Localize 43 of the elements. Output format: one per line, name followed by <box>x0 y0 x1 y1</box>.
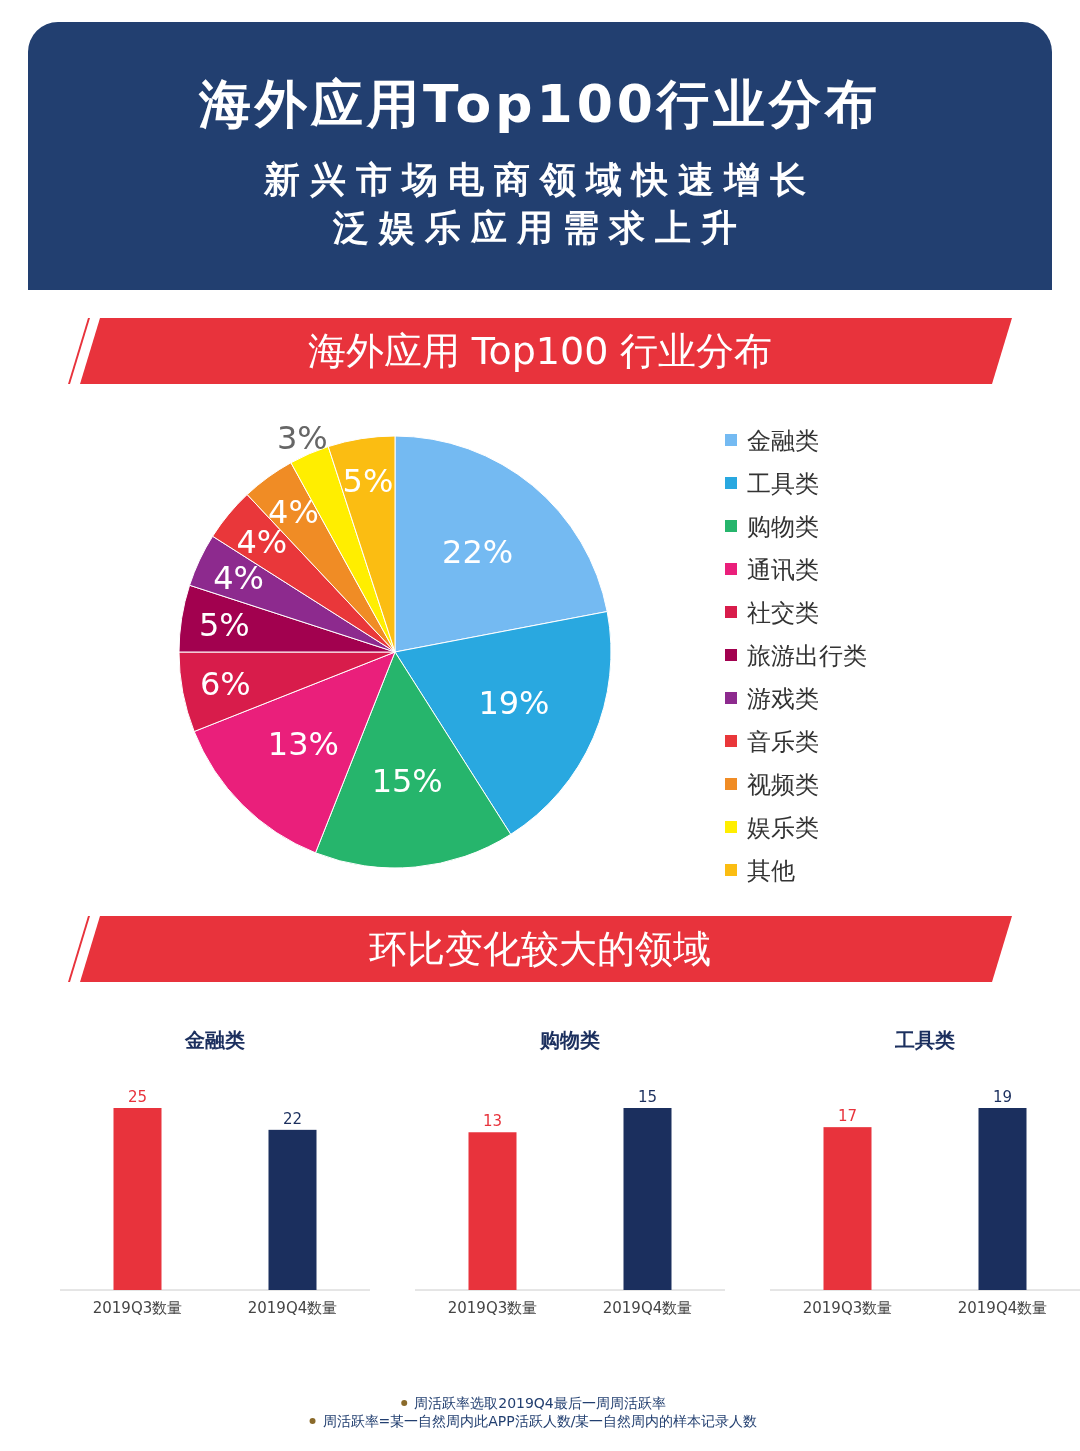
legend-label: 其他 <box>747 857 795 885</box>
data-label: 13 <box>482 1112 503 1131</box>
chart-title: 海外应用 Top100 行业分布 <box>307 329 773 373</box>
data-label: 19% <box>478 684 550 723</box>
legend-label: 金融类 <box>747 427 819 455</box>
data-label: 19 <box>992 1088 1013 1106</box>
x-tick-label: 2019Q4数量 <box>247 1299 338 1317</box>
data-label: 5% <box>198 605 250 644</box>
data-label: 15% <box>371 762 443 801</box>
x-tick-label: 2019Q4数量 <box>602 1299 693 1317</box>
data-label: 25 <box>127 1088 148 1106</box>
legend-label: 社交类 <box>747 599 819 627</box>
chart-title: 购物类 <box>539 1028 600 1052</box>
text: 环比变化较大的领域 <box>369 927 711 971</box>
data-label: 17 <box>837 1107 858 1126</box>
data-label: 15 <box>637 1088 658 1106</box>
data-label: 13% <box>267 724 339 763</box>
data-label: 22 <box>282 1109 303 1128</box>
chart-title: 工具类 <box>894 1028 955 1052</box>
x-tick-label: 2019Q4数量 <box>957 1299 1048 1317</box>
text: 新兴市场电商领域快速增长 <box>263 159 816 200</box>
text: 周活跃率选取2019Q4最后一周周活跃率 <box>414 1395 666 1411</box>
data-label: 4% <box>236 522 288 561</box>
data-label: 22% <box>442 533 514 572</box>
legend-label: 视频类 <box>747 771 819 799</box>
legend-label: 音乐类 <box>747 728 819 756</box>
legend-label: 游戏类 <box>747 685 819 713</box>
legend-label: 通讯类 <box>747 556 819 584</box>
legend-label: 工具类 <box>747 470 819 498</box>
text: 泛娱乐应用需求上升 <box>332 207 747 248</box>
data-label: 4% <box>213 559 265 598</box>
x-tick-label: 2019Q3数量 <box>92 1299 183 1317</box>
x-tick-label: 2019Q3数量 <box>802 1299 893 1317</box>
text: 周活跃率=某一自然周内此APP活跃人数/某一自然周内的样本记录人数 <box>322 1413 758 1429</box>
text: 海外应用Top100行业分布 <box>197 74 882 134</box>
legend-label: 娱乐类 <box>747 814 819 842</box>
legend-label: 购物类 <box>747 513 819 541</box>
legend-label: 旅游出行类 <box>747 642 867 670</box>
x-tick-label: 2019Q3数量 <box>447 1299 538 1317</box>
data-label: 5% <box>342 462 394 501</box>
data-label: 3% <box>276 418 328 457</box>
chart-title: 金融类 <box>184 1028 245 1052</box>
data-label: 6% <box>199 665 251 704</box>
